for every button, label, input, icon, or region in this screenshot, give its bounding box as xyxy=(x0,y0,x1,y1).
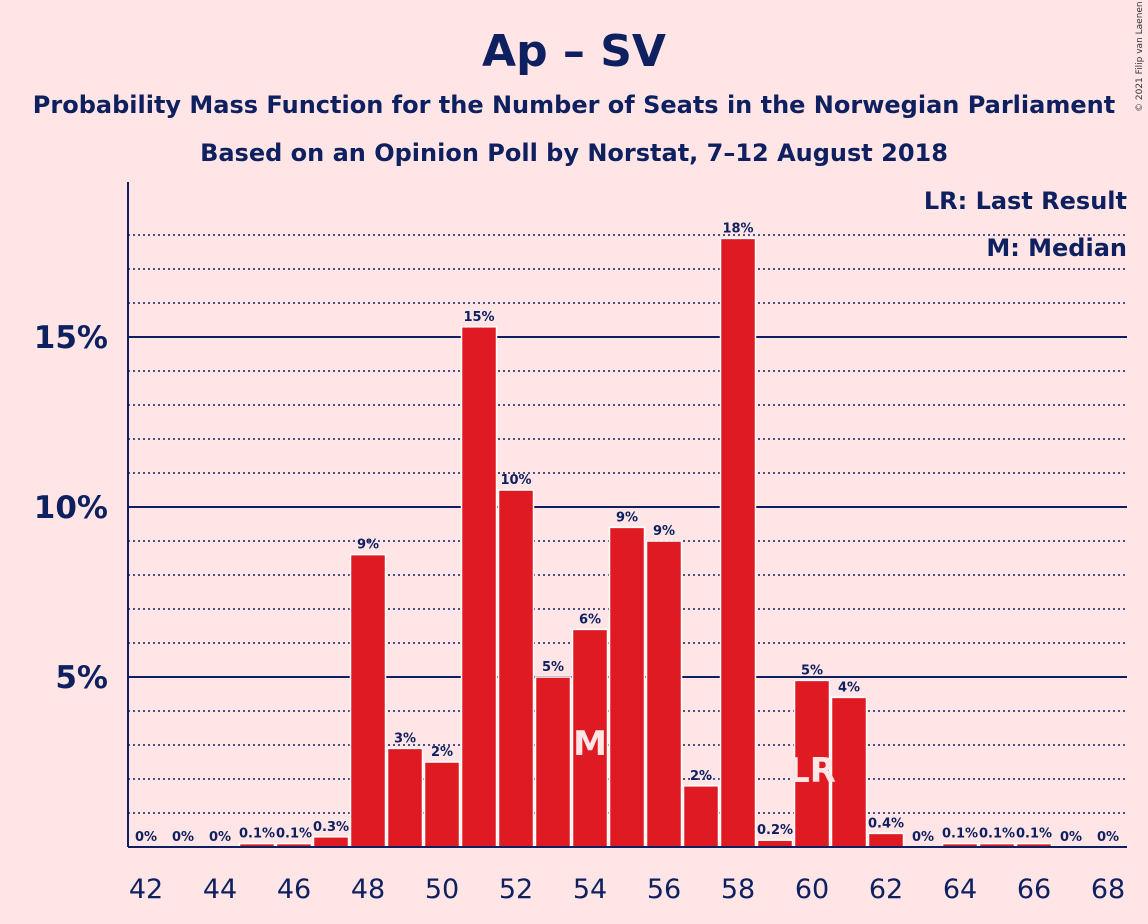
data-label: 0.4% xyxy=(868,816,904,831)
bar xyxy=(756,839,794,848)
data-label: 2% xyxy=(690,769,712,784)
x-tick-label: 60 xyxy=(795,874,829,905)
data-label: 0.1% xyxy=(276,827,312,842)
data-label: 4% xyxy=(838,680,860,695)
legend-last-result: LR: Last Result xyxy=(924,187,1127,215)
data-label: 18% xyxy=(722,221,753,236)
bar xyxy=(312,836,350,848)
data-label: 0% xyxy=(1097,830,1119,845)
data-label: 5% xyxy=(542,660,564,675)
chart-subtitle-2: Based on an Opinion Poll by Norstat, 7–1… xyxy=(200,139,948,167)
y-tick-label: 5% xyxy=(55,660,108,696)
bar xyxy=(719,237,757,848)
data-label: 0.1% xyxy=(239,827,275,842)
x-tick-label: 46 xyxy=(277,874,311,905)
credit-text: © 2021 Filip van Laenen xyxy=(1135,1,1145,112)
bar xyxy=(645,540,683,848)
bar xyxy=(423,761,461,848)
chart-title: Ap – SV xyxy=(482,26,666,77)
x-tick-label: 58 xyxy=(721,874,755,905)
bar xyxy=(830,696,868,848)
data-label: 9% xyxy=(653,524,675,539)
data-label: 15% xyxy=(463,310,494,325)
bar xyxy=(497,489,535,848)
bar xyxy=(608,526,646,848)
chart-subtitle: Probability Mass Function for the Number… xyxy=(33,91,1115,119)
x-tick-label: 62 xyxy=(869,874,903,905)
legend-median: M: Median xyxy=(986,234,1127,262)
x-tick-label: 50 xyxy=(425,874,459,905)
data-label: 6% xyxy=(579,612,601,627)
data-label: 9% xyxy=(357,538,379,553)
x-tick-label: 42 xyxy=(129,874,163,905)
x-tick-label: 48 xyxy=(351,874,385,905)
axes: 5% 10% 15% 42 44 46 48 50 52 54 56 58 60 62 64 66 68 xyxy=(34,182,1127,905)
data-label: 0.1% xyxy=(1016,827,1052,842)
bar xyxy=(571,628,609,848)
data-label: 2% xyxy=(431,745,453,760)
data-label: 0.1% xyxy=(979,827,1015,842)
x-tick-label: 52 xyxy=(499,874,533,905)
data-label: 5% xyxy=(801,663,823,678)
bars xyxy=(238,237,1053,848)
x-tick-label: 56 xyxy=(647,874,681,905)
y-tick-label: 15% xyxy=(34,320,108,356)
bar xyxy=(349,553,387,848)
data-label: 0% xyxy=(209,830,231,845)
data-label: 0.3% xyxy=(313,820,349,835)
x-tick-label: 64 xyxy=(943,874,977,905)
data-label: 10% xyxy=(500,473,531,488)
grid-lines xyxy=(128,234,1127,814)
x-tick-label: 66 xyxy=(1017,874,1051,905)
data-label: 0% xyxy=(1060,830,1082,845)
x-tick-label: 44 xyxy=(203,874,237,905)
data-label: 0.2% xyxy=(757,823,793,838)
data-label: 0% xyxy=(912,830,934,845)
bar xyxy=(460,326,498,848)
y-tick-label: 10% xyxy=(34,490,108,526)
x-tick-label: 68 xyxy=(1091,874,1125,905)
bar xyxy=(793,679,831,848)
bar xyxy=(682,785,720,848)
data-label: 3% xyxy=(394,731,416,746)
data-label: 0% xyxy=(135,830,157,845)
bar xyxy=(386,747,424,848)
bar xyxy=(534,676,572,848)
data-labels: 0% 0% 0% 0.1% 0.1% 0.3%9%3%2%15%10%5%6%9%9%2%… xyxy=(135,221,1119,845)
data-label: 0.1% xyxy=(942,827,978,842)
last-result-marker: LR xyxy=(788,751,836,791)
x-tick-label: 54 xyxy=(573,874,607,905)
median-marker: M xyxy=(573,724,607,764)
bar xyxy=(867,832,905,848)
data-label: 0% xyxy=(172,830,194,845)
data-label: 9% xyxy=(616,510,638,525)
